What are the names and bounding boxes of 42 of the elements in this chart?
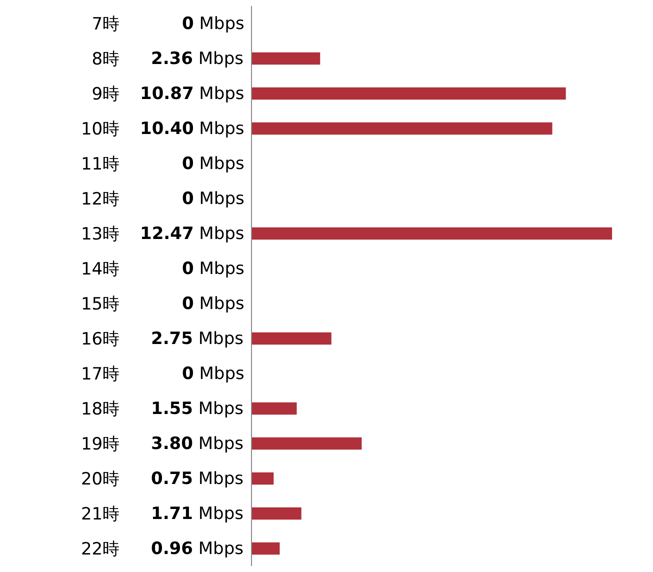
y-tick-label: 19時	[80, 434, 120, 454]
y-tick-label: 11時	[80, 154, 120, 174]
data-label: 0 Mbps	[182, 364, 244, 384]
y-tick-label: 13時	[80, 224, 120, 244]
data-label: 12.47 Mbps	[140, 224, 244, 244]
data-label: 1.71 Mbps	[151, 504, 244, 524]
y-tick-label: 14時	[80, 259, 120, 280]
data-label: 0 Mbps	[182, 14, 244, 34]
data-label: 3.80 Mbps	[151, 434, 244, 454]
data-label: 0 Mbps	[182, 294, 244, 314]
y-tick-label: 7時	[92, 14, 120, 34]
bar	[252, 472, 274, 485]
y-tick-label: 12時	[80, 189, 120, 210]
y-tick-label: 15時	[80, 294, 120, 314]
y-tick-label: 21時	[80, 504, 120, 524]
bar	[252, 52, 320, 65]
bar	[252, 542, 280, 555]
bar	[252, 87, 566, 100]
data-label: 0 Mbps	[182, 189, 244, 209]
data-label: 0 Mbps	[182, 154, 244, 174]
y-tick-label: 10時	[80, 119, 120, 140]
bar	[252, 227, 612, 240]
y-tick-label: 9時	[92, 84, 120, 104]
bar	[252, 402, 297, 415]
data-label: 2.75 Mbps	[151, 329, 244, 349]
bar	[252, 437, 362, 450]
bar	[252, 122, 552, 135]
data-label: 0.75 Mbps	[151, 469, 244, 489]
y-tick-label: 22時	[80, 539, 120, 560]
y-tick-label: 17時	[80, 364, 120, 384]
data-label: 10.87 Mbps	[140, 84, 244, 104]
bar	[252, 507, 302, 520]
y-tick-label: 18時	[80, 399, 120, 420]
data-label: 0.96 Mbps	[151, 539, 244, 559]
data-label: 2.36 Mbps	[151, 49, 244, 69]
data-label: 0 Mbps	[182, 259, 244, 279]
y-tick-label: 16時	[80, 329, 120, 350]
y-tick-label: 20時	[80, 469, 120, 490]
bar	[252, 332, 332, 345]
data-label: 1.55 Mbps	[151, 399, 244, 419]
y-tick-label: 8時	[92, 49, 120, 70]
data-label: 10.40 Mbps	[140, 119, 244, 139]
